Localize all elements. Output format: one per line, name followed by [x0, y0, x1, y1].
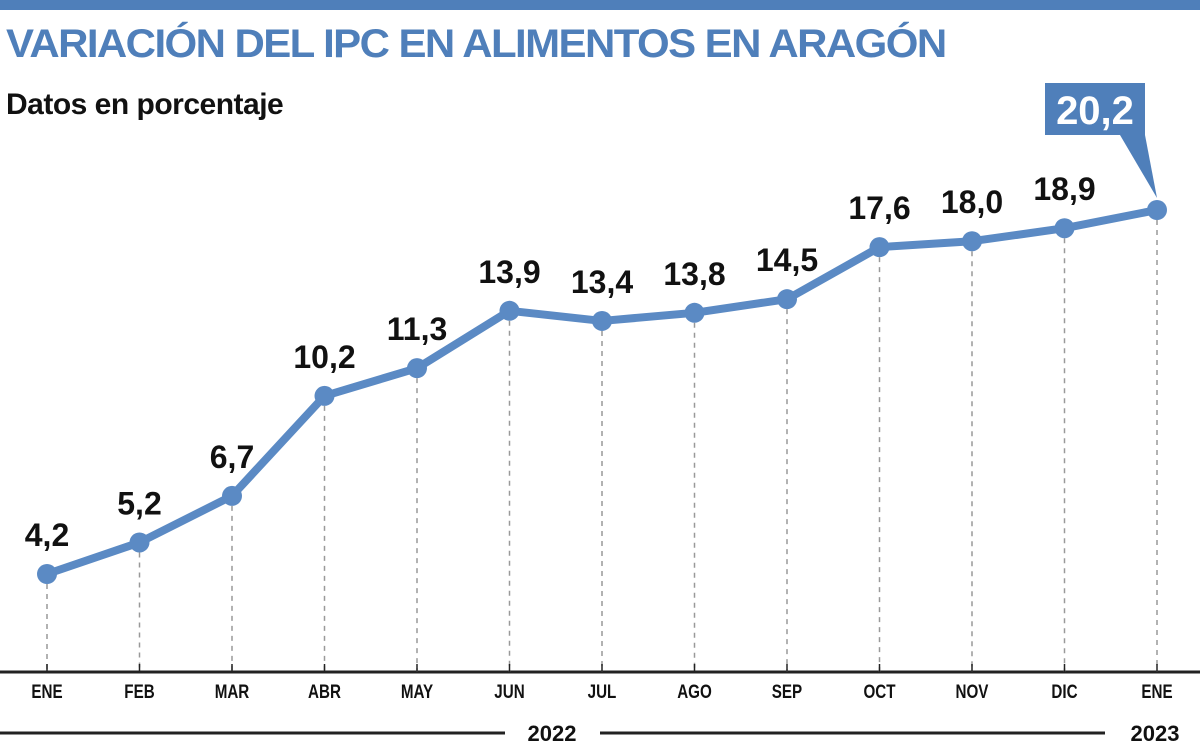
year-label: 2023	[1131, 721, 1180, 746]
x-tick-label: ENE	[31, 680, 62, 702]
x-tick-label: MAY	[401, 680, 434, 702]
data-label: 17,6	[848, 190, 910, 226]
data-label: 11,3	[387, 311, 448, 347]
chart-title: VARIACIÓN DEL IPC EN ALIMENTOS EN ARAGÓN	[6, 22, 947, 66]
data-point	[314, 385, 335, 406]
x-tick-label: NOV	[956, 680, 989, 702]
data-point	[962, 231, 982, 252]
data-label: 10,2	[293, 339, 355, 375]
data-point	[1147, 200, 1167, 220]
x-tick-label: OCT	[863, 680, 895, 702]
data-label: 13,9	[478, 254, 540, 290]
data-point	[37, 564, 57, 584]
data-point	[499, 300, 520, 321]
highlight-label: 20,2	[1056, 89, 1134, 133]
highlight-box	[1045, 83, 1145, 135]
data-point	[869, 237, 890, 258]
data-point	[129, 532, 150, 553]
top-bar	[0, 0, 1200, 10]
x-tick-label: DIC	[1051, 680, 1077, 702]
data-label: 5,2	[117, 485, 161, 521]
data-label: 6,7	[210, 439, 254, 475]
data-point	[777, 289, 797, 310]
x-tick-label: SEP	[772, 680, 802, 702]
data-point	[222, 485, 242, 506]
data-label: 13,4	[571, 264, 633, 300]
data-point	[407, 358, 427, 379]
highlight-pointer	[1120, 135, 1157, 198]
data-point	[592, 310, 612, 331]
x-tick-label: ENE	[1141, 680, 1172, 702]
data-label: 13,8	[663, 256, 725, 292]
x-tick-label: ABR	[308, 680, 341, 702]
year-label: 2022	[528, 721, 577, 746]
data-label: 18,0	[941, 184, 1003, 220]
data-label: 14,5	[756, 242, 818, 278]
data-label: 4,2	[25, 517, 69, 553]
x-tick-label: JUL	[588, 680, 617, 702]
x-tick-label: JUN	[494, 680, 524, 702]
x-tick-label: MAR	[215, 680, 250, 702]
chart-subtitle: Datos en porcentaje	[6, 88, 284, 121]
x-tick-label: FEB	[124, 680, 154, 702]
x-tick-label: AGO	[677, 680, 712, 702]
data-label: 18,9	[1033, 171, 1095, 207]
data-point	[684, 302, 705, 323]
data-point	[1054, 218, 1075, 239]
